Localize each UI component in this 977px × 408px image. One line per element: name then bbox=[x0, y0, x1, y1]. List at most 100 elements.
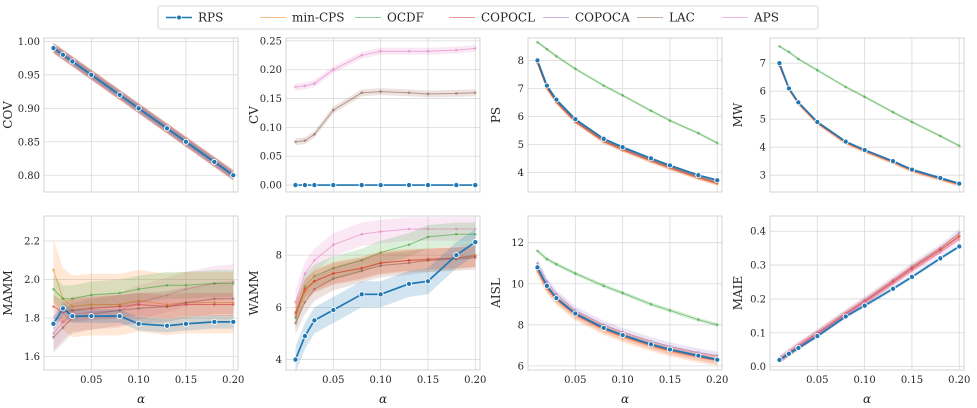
ytick-label: 5 bbox=[760, 115, 766, 126]
ytick-label: 0.85 bbox=[18, 137, 40, 148]
ytick-label: 7 bbox=[760, 59, 766, 70]
point-ocdf bbox=[231, 281, 235, 285]
point-lac bbox=[137, 307, 141, 310]
band-min-cps bbox=[537, 60, 718, 186]
point-ocdf bbox=[668, 309, 672, 312]
line-copocl bbox=[536, 62, 718, 184]
point-ocdf bbox=[891, 110, 895, 114]
ytick-label: 0.0 bbox=[750, 362, 766, 373]
point-rps bbox=[647, 155, 655, 162]
point-rps bbox=[69, 58, 76, 65]
band-copocl bbox=[295, 246, 476, 324]
point-rps bbox=[956, 180, 963, 187]
point-rps bbox=[163, 125, 171, 132]
series-lac bbox=[294, 88, 477, 146]
point-lac bbox=[165, 305, 169, 308]
legend-label-lac: LAC bbox=[669, 11, 695, 25]
subplot-grid: 0.800.850.900.951.00COV0.000.050.100.150… bbox=[1, 36, 970, 406]
point-min-cps bbox=[212, 301, 216, 305]
point-copocl bbox=[938, 248, 942, 252]
line-lac bbox=[295, 91, 476, 143]
band-rps bbox=[295, 229, 476, 373]
point-rps bbox=[534, 57, 541, 64]
legend-entry-copoca: COPOCA bbox=[543, 11, 630, 25]
line-lac bbox=[53, 298, 234, 338]
xtick-label: 0.10 bbox=[128, 375, 150, 386]
point-aps bbox=[303, 84, 307, 88]
point-rps bbox=[889, 158, 897, 165]
point-rps bbox=[572, 116, 579, 123]
point-rps bbox=[908, 273, 916, 280]
band-copocl bbox=[537, 60, 718, 186]
point-ocdf bbox=[957, 144, 961, 148]
ylabel-mamm: MAMM bbox=[1, 270, 15, 316]
xtick-label: 0.15 bbox=[659, 375, 681, 386]
legend-label-ocdf: OCDF bbox=[387, 11, 424, 25]
point-rps bbox=[311, 317, 318, 324]
point-copocl bbox=[379, 261, 383, 265]
point-rps bbox=[861, 146, 868, 154]
point-ocdf bbox=[696, 318, 700, 322]
line-ocdf bbox=[779, 45, 960, 147]
point-rps bbox=[776, 60, 783, 67]
point-copocl bbox=[294, 311, 297, 314]
point-lac bbox=[52, 335, 55, 339]
line-rps bbox=[778, 245, 960, 361]
ylabel-cov: COV bbox=[1, 101, 15, 129]
band-lac bbox=[53, 283, 234, 353]
point-rps bbox=[116, 313, 123, 320]
band-min-cps bbox=[779, 64, 960, 187]
point-ocdf bbox=[554, 54, 558, 58]
point-rps bbox=[163, 322, 171, 329]
series-ocdf bbox=[294, 222, 477, 330]
panel-ps: 4 5 6 7 8 PS bbox=[489, 37, 723, 193]
point-aps bbox=[331, 68, 335, 72]
ytick-label: 1.6 bbox=[24, 352, 40, 363]
point-rps bbox=[135, 320, 142, 327]
point-aps bbox=[407, 49, 411, 53]
xtick-label: 0.05 bbox=[80, 375, 102, 386]
point-lac bbox=[312, 287, 316, 291]
point-lac bbox=[212, 297, 216, 301]
point-rps bbox=[405, 182, 413, 189]
line-ocdf bbox=[294, 233, 476, 318]
series-ocdf bbox=[536, 248, 719, 327]
point-rps bbox=[182, 138, 190, 145]
point-lac bbox=[331, 277, 335, 281]
line-rps bbox=[294, 241, 476, 360]
line-ocdf bbox=[53, 282, 234, 300]
series-aps bbox=[294, 217, 477, 314]
line-lac bbox=[295, 257, 476, 324]
ytick-label: 0.15 bbox=[260, 94, 282, 105]
point-ocdf bbox=[89, 293, 93, 297]
point-min-cps bbox=[473, 253, 477, 257]
xtick-label: 0.20 bbox=[706, 375, 728, 386]
point-aps bbox=[137, 301, 141, 305]
point-rps bbox=[572, 310, 579, 317]
point-ocdf bbox=[137, 287, 141, 291]
point-ocdf bbox=[844, 85, 848, 89]
line-rps bbox=[52, 47, 234, 176]
point-aps bbox=[294, 300, 297, 304]
axes-frame bbox=[527, 215, 723, 371]
legend-entry-lac: LAC bbox=[637, 11, 695, 25]
point-rps bbox=[714, 177, 721, 184]
series-min-cps bbox=[536, 60, 719, 186]
point-copocl bbox=[184, 303, 188, 306]
xlabel-alpha: α bbox=[137, 392, 145, 406]
point-min-cps bbox=[52, 268, 55, 272]
line-aps bbox=[295, 47, 476, 88]
ytick-label: 0.80 bbox=[18, 171, 40, 182]
point-copoca bbox=[715, 354, 719, 358]
point-rps bbox=[600, 324, 607, 331]
point-rps bbox=[472, 239, 479, 246]
panel-cov: 0.80 0.85 0.90 0.95 1.00 COV bbox=[1, 37, 239, 193]
point-copocl bbox=[957, 234, 961, 238]
ytick-label: 6 bbox=[518, 361, 524, 372]
point-ocdf bbox=[602, 284, 606, 288]
ytick-label: 0.25 bbox=[260, 36, 282, 47]
point-ocdf bbox=[118, 291, 122, 295]
ytick-label: 0.1 bbox=[750, 328, 766, 339]
xlabel-alpha: α bbox=[379, 392, 387, 406]
point-rps bbox=[59, 305, 66, 312]
